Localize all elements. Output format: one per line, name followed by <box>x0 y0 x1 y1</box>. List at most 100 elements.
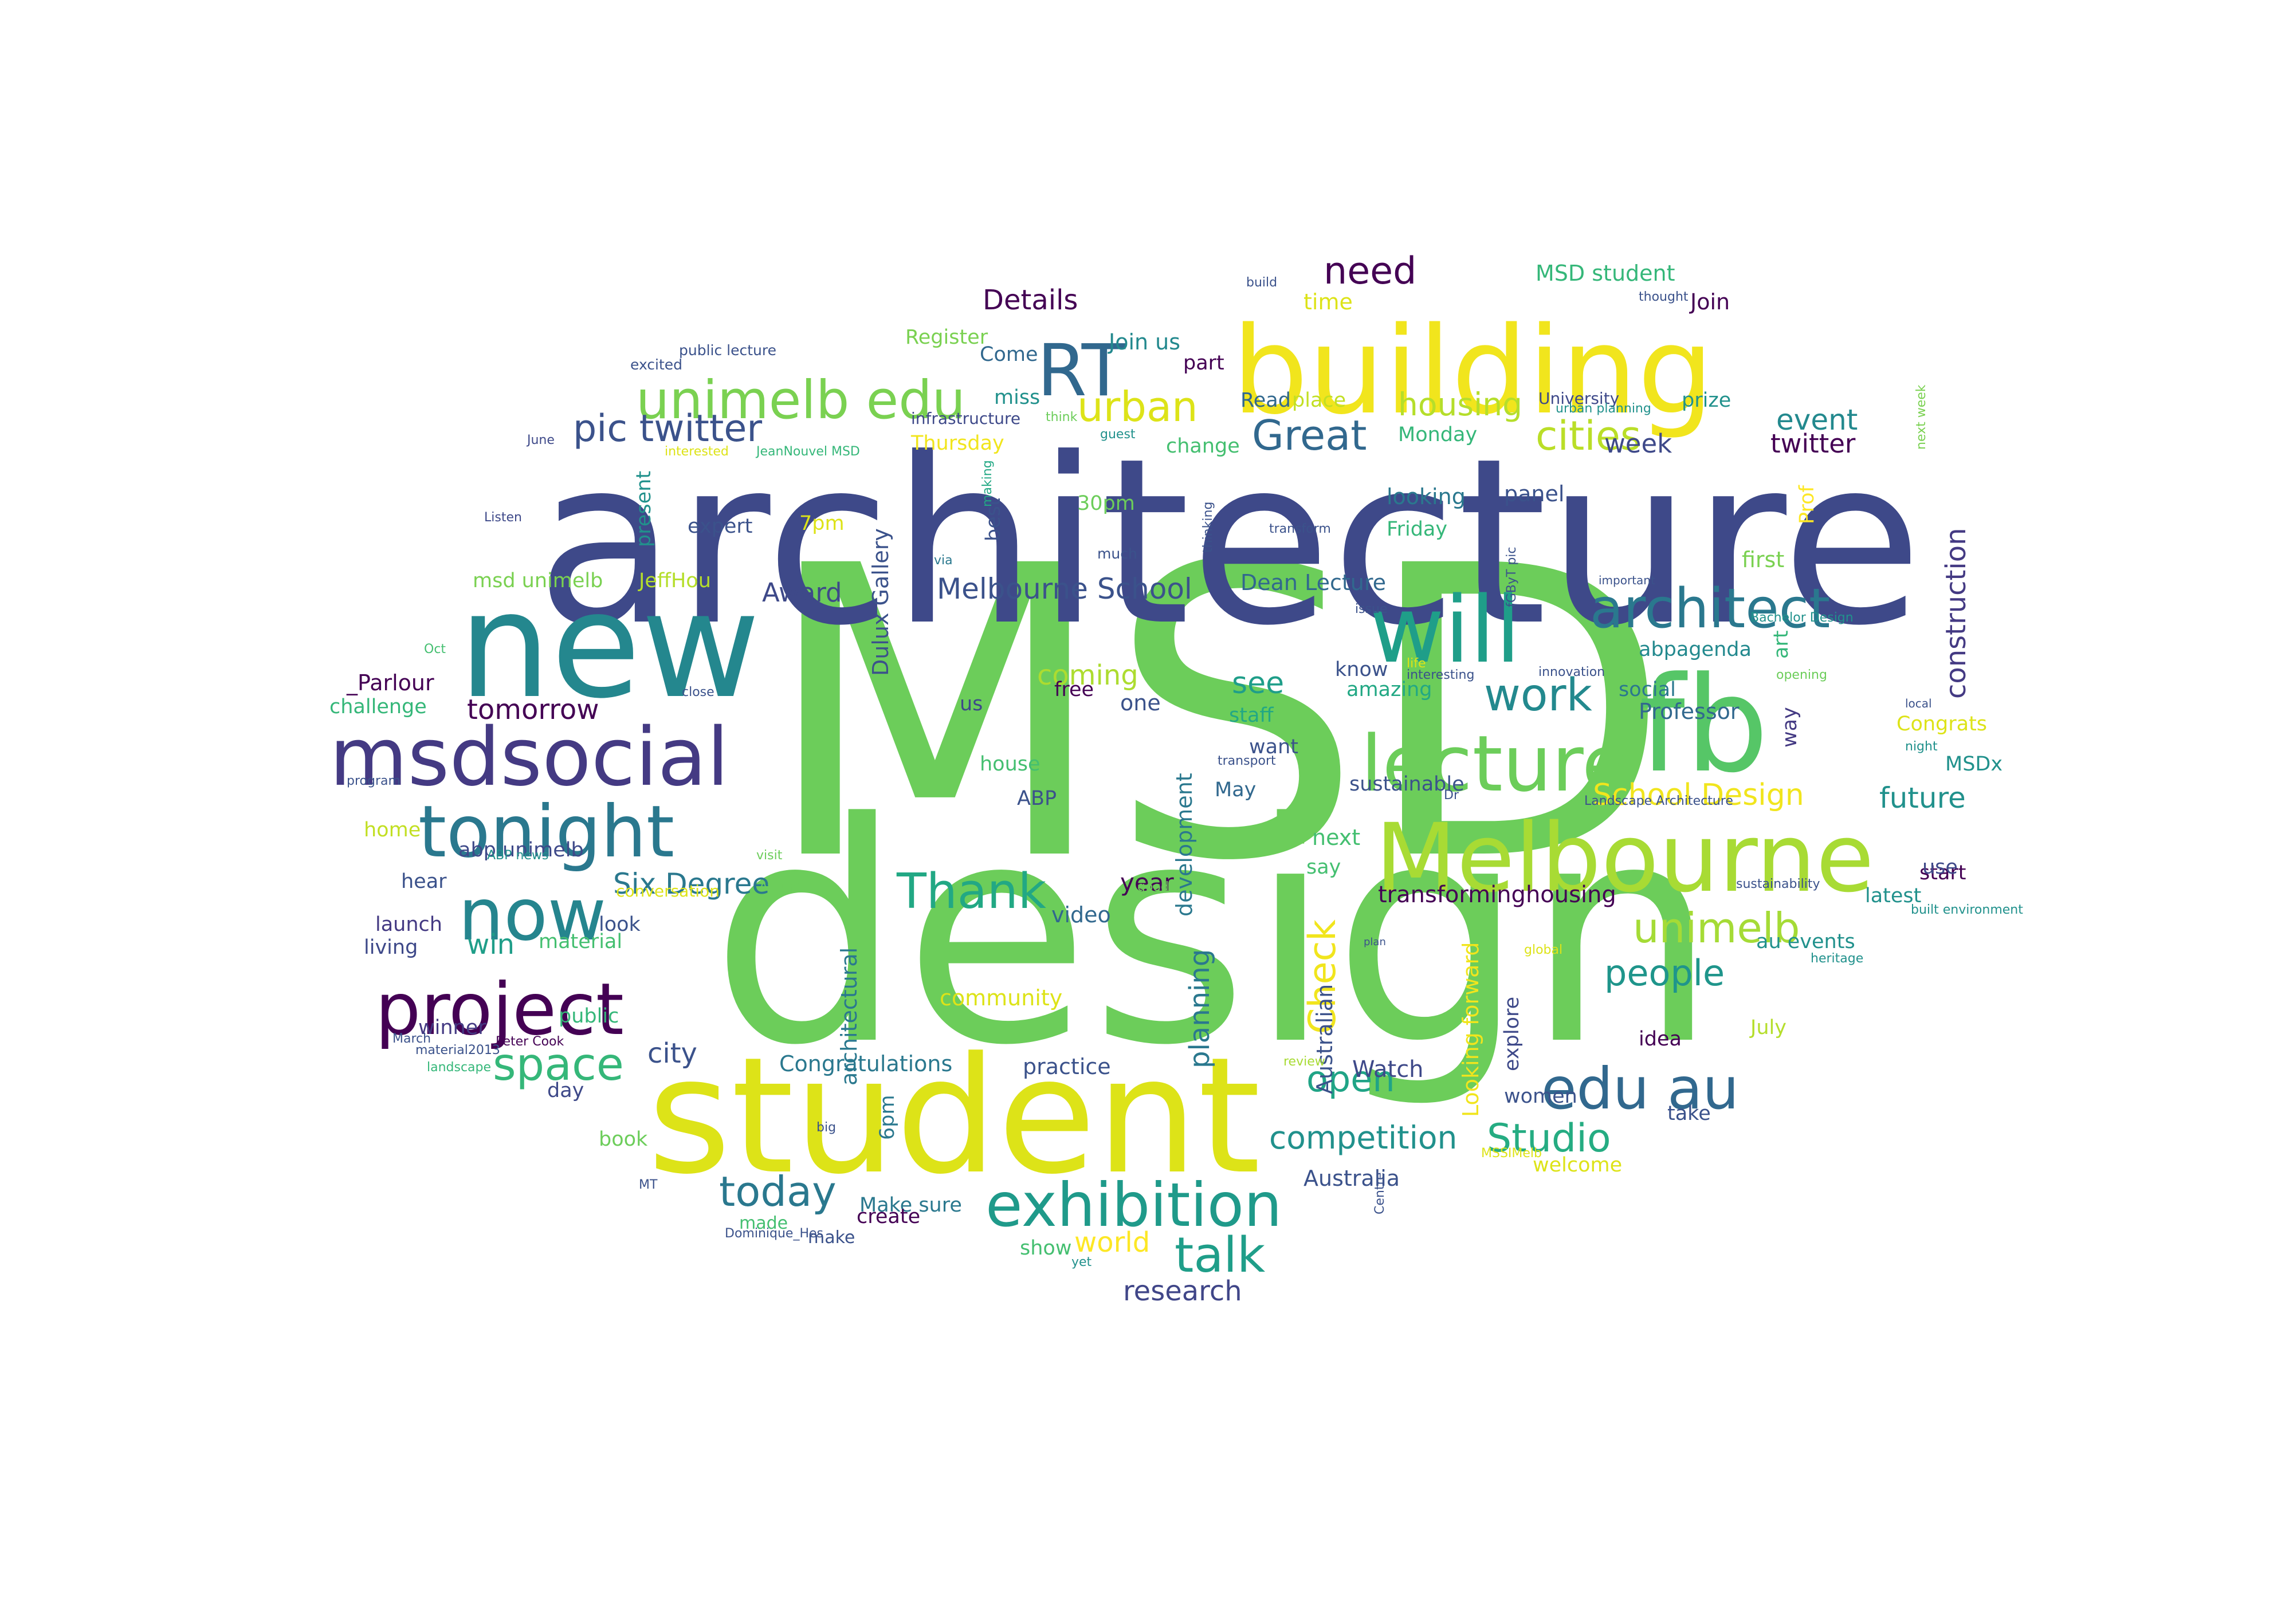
word-msdx: MSDx <box>1945 753 2003 776</box>
word-lecture: lecture <box>1361 719 1630 809</box>
word-big: big <box>816 1120 836 1135</box>
word-think: think <box>1046 410 1078 424</box>
word-way: way <box>1778 707 1801 748</box>
word-sustainability: sustainability <box>1736 877 1820 891</box>
word-university: University <box>1538 389 1619 408</box>
word-issue: issue <box>1355 602 1388 616</box>
word-explore: explore <box>1501 997 1524 1071</box>
word-making: making <box>980 460 995 507</box>
word-school-design: School Design <box>1593 778 1804 812</box>
word-built-environment: built environment <box>1911 903 2023 917</box>
word-space: space <box>493 1039 624 1091</box>
word-30pm: 30pm <box>1077 492 1135 515</box>
word-architecture: architecture <box>536 410 1922 676</box>
word-abp-news: ABP news <box>487 848 548 863</box>
word-march: March <box>392 1032 431 1046</box>
word-tonight: tonight <box>418 791 674 874</box>
word-say: say <box>1306 856 1341 879</box>
word-mt: MT <box>639 1178 658 1192</box>
word-plan: plan <box>1364 936 1386 948</box>
word-year: year <box>1120 868 1174 896</box>
word-yet: yet <box>1071 1255 1092 1269</box>
word-architect: architect <box>1590 577 1830 640</box>
word-look: look <box>599 913 641 936</box>
word-msd-unimelb: msd unimelb <box>473 569 603 592</box>
word-future: future <box>1879 781 1966 815</box>
word-close: close <box>682 685 714 699</box>
word-need: need <box>1324 250 1416 293</box>
word-hear: hear <box>401 870 447 893</box>
word-6pm: 6pm <box>876 1095 899 1140</box>
word-week: week <box>1604 428 1672 459</box>
word-thursday: Thursday <box>910 432 1004 455</box>
word-material2013: material2013 <box>415 1043 500 1057</box>
word-dulux-gallery: Dulux Gallery <box>868 528 893 676</box>
word-part: part <box>1183 352 1224 375</box>
word-construction: construction <box>1940 528 1972 699</box>
word-watch: Watch <box>1352 1056 1424 1083</box>
word-program: program <box>347 774 401 788</box>
word-landscape-architecture: Landscape Architecture <box>1584 794 1733 808</box>
word-transform: transform <box>1269 522 1331 536</box>
word-july: July <box>1749 1016 1787 1039</box>
word-msd: MSD <box>762 482 1671 949</box>
word-award: Award <box>762 577 842 608</box>
word-abpagenda: abpagenda <box>1639 638 1752 661</box>
word-book: book <box>599 1128 648 1151</box>
word-take: take <box>1667 1102 1711 1125</box>
word-living: living <box>364 936 418 959</box>
word-tomorrow: tomorrow <box>467 694 599 726</box>
word-winner: winner <box>418 1016 486 1039</box>
word-studio: Studio <box>1487 1116 1611 1161</box>
word-prize: prize <box>1682 389 1731 412</box>
word-project: project <box>375 968 624 1051</box>
word-miss: miss <box>994 386 1040 409</box>
word-place: place <box>1292 389 1346 412</box>
word-today: today <box>719 1167 837 1216</box>
word-exhibition: exhibition <box>985 1170 1282 1240</box>
word-next-week: next week <box>1914 384 1929 450</box>
word-listen: Listen <box>484 510 522 525</box>
word-see: see <box>1232 666 1284 701</box>
word-present: present <box>633 471 655 547</box>
word-interested: interested <box>665 445 729 459</box>
word-make: make <box>808 1228 855 1248</box>
word-via: via <box>934 553 953 568</box>
word-women: women <box>1504 1085 1577 1108</box>
word-heritage: heritage <box>1811 951 1863 966</box>
word-amazing: amazing <box>1346 678 1432 701</box>
word-excited: excited <box>630 356 682 373</box>
word-register: Register <box>905 326 988 349</box>
word-jeffhou: JeffHou <box>638 569 711 592</box>
word-dominique-hes: Dominique_Hes <box>725 1226 823 1241</box>
word-want: want <box>1249 736 1298 758</box>
word-video: video <box>1051 902 1111 927</box>
word-new: new <box>458 561 760 731</box>
word-prof: Prof <box>1796 485 1819 524</box>
word-us: us <box>960 693 983 715</box>
word-read: Read <box>1240 389 1291 412</box>
word-opening: opening <box>1776 668 1827 682</box>
word-thank: Thank <box>896 863 1046 920</box>
word-thought: thought <box>1639 290 1689 304</box>
word-oct: Oct <box>424 642 446 656</box>
word-student: student <box>647 1023 1261 1210</box>
word-start: start <box>1919 862 1966 884</box>
word-time: time <box>1303 289 1353 314</box>
word-public: public <box>559 1005 619 1028</box>
word-world: world <box>1074 1226 1150 1259</box>
word-city: city <box>647 1037 697 1069</box>
word-competition: competition <box>1269 1119 1457 1156</box>
word-great: Great <box>1252 411 1367 459</box>
word-research: research <box>1123 1275 1242 1307</box>
word-change: change <box>1166 435 1240 458</box>
word-congratulations: Congratulations <box>779 1051 952 1076</box>
word-talk: talk <box>1175 1227 1265 1284</box>
word-may: May <box>1215 778 1256 801</box>
word-panel: panel <box>1504 481 1564 506</box>
word-abp: ABP <box>1017 787 1057 810</box>
word-local: local <box>1905 697 1932 710</box>
word-visit: visit <box>756 848 783 863</box>
word-urban-planning: urban planning <box>1556 402 1651 416</box>
